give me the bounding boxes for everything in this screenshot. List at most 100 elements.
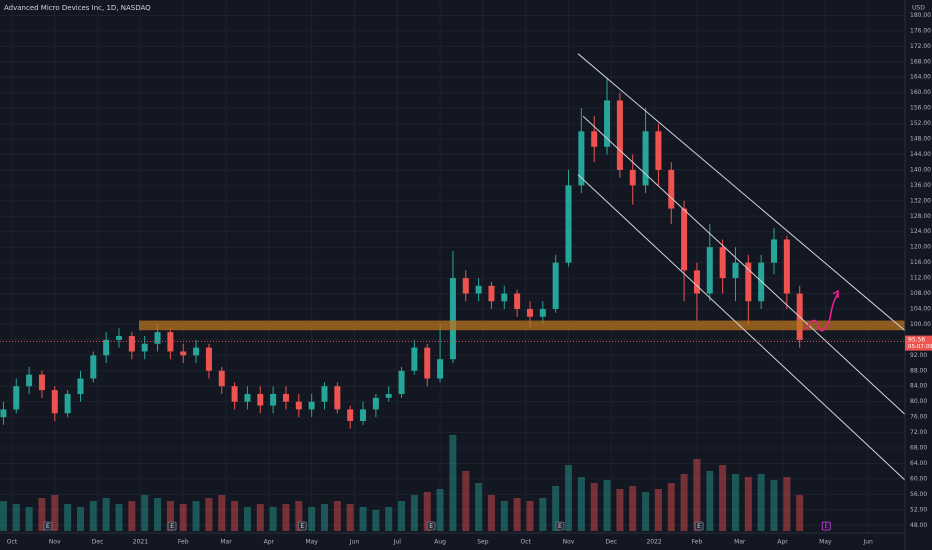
candle-body xyxy=(360,409,367,421)
volume-bar xyxy=(243,507,251,531)
candle-body xyxy=(565,185,572,263)
y-tick-label: 60.00 xyxy=(910,475,927,482)
volume-bar xyxy=(398,501,406,531)
x-tick-label: Feb xyxy=(178,539,189,546)
channel-line xyxy=(577,174,906,481)
x-tick-label: Dec xyxy=(92,539,104,546)
earnings-label: E xyxy=(558,523,562,530)
x-tick-label: Feb xyxy=(692,539,703,546)
candle-body xyxy=(77,378,84,394)
candle-body xyxy=(26,374,33,387)
volume-bar xyxy=(166,501,174,531)
earnings-marker xyxy=(297,521,307,531)
candle-body xyxy=(205,347,212,371)
volume-bar xyxy=(680,474,688,531)
volume-bar xyxy=(590,483,598,531)
earnings-label: E xyxy=(697,523,701,530)
y-tick-label: 168.00 xyxy=(910,58,931,65)
y-tick-label: 100.00 xyxy=(910,321,931,328)
candle-body xyxy=(295,401,302,410)
candle-body xyxy=(745,262,752,302)
last-price-label: 95.56 xyxy=(908,337,925,344)
x-tick-label: 2021 xyxy=(133,539,148,546)
candle-body xyxy=(732,262,739,279)
candle-body xyxy=(655,131,662,170)
volume-bar xyxy=(565,465,573,531)
candle-body xyxy=(334,386,341,410)
candle-body xyxy=(462,278,469,294)
volume-bar xyxy=(141,495,149,531)
x-tick-label: Mar xyxy=(220,539,232,546)
candle-body xyxy=(321,386,328,402)
earnings-label: E xyxy=(170,523,174,530)
volume-bar xyxy=(205,498,213,531)
y-tick-label: 160.00 xyxy=(910,89,931,96)
volume-bar xyxy=(256,504,264,531)
projection-arrow xyxy=(832,289,839,298)
candle-body xyxy=(218,370,225,387)
y-tick-label: 68.00 xyxy=(910,445,927,452)
earnings-marker xyxy=(821,521,831,531)
y-tick-label: 52.00 xyxy=(910,506,927,513)
candle-body xyxy=(642,131,649,186)
x-tick-label: Mar xyxy=(734,539,746,546)
candle-body xyxy=(424,347,431,379)
y-tick-label: 148.00 xyxy=(910,136,931,143)
candle-body xyxy=(783,239,790,294)
candle-body xyxy=(591,131,598,147)
channel-line xyxy=(577,53,906,331)
volume-bar xyxy=(783,477,791,531)
volume-bar xyxy=(603,480,611,531)
volume-bar xyxy=(154,498,162,531)
volume-bar xyxy=(436,489,444,531)
earnings-label: E xyxy=(300,523,304,530)
candle-body xyxy=(501,293,508,302)
candle-body xyxy=(0,409,7,418)
candle-body xyxy=(231,386,238,402)
volume-bar xyxy=(192,501,200,531)
volume-bar xyxy=(526,501,534,531)
candle-body xyxy=(116,336,123,340)
volume-bar xyxy=(770,480,778,531)
candle-body xyxy=(693,270,700,294)
earnings-marker xyxy=(426,521,436,531)
volume-bar xyxy=(719,465,727,531)
candle-body xyxy=(154,332,161,344)
x-tick-label: Apr xyxy=(777,539,788,546)
candle-body xyxy=(308,401,315,410)
x-tick-label: Jun xyxy=(349,539,360,546)
candle-body xyxy=(706,247,713,294)
support-zone xyxy=(139,320,905,331)
volume-bar xyxy=(475,483,483,531)
y-tick-label: 124.00 xyxy=(910,228,931,235)
volume-bar xyxy=(423,492,431,531)
volume-bar xyxy=(449,435,457,531)
volume-bar xyxy=(487,495,495,531)
volume-bar xyxy=(359,507,367,531)
candle-body xyxy=(244,393,251,402)
candle-body xyxy=(128,336,135,352)
currency: USD xyxy=(912,5,925,12)
volume-bar xyxy=(308,507,316,531)
earnings-label: E xyxy=(824,523,828,530)
candle-body xyxy=(270,393,277,406)
candle-body xyxy=(141,343,148,352)
candle-body xyxy=(51,390,58,414)
volume-bar xyxy=(295,501,303,531)
volume-bar xyxy=(282,504,290,531)
volume-bar xyxy=(500,501,508,531)
candle-body xyxy=(38,374,45,391)
y-tick-label: 136.00 xyxy=(910,182,931,189)
volume-bar xyxy=(731,474,739,531)
volume-bar xyxy=(796,495,804,531)
volume-bar xyxy=(64,504,72,531)
y-tick-label: 156.00 xyxy=(910,105,931,112)
volume-bar xyxy=(179,504,187,531)
volume-bar xyxy=(706,471,714,531)
volume-bar xyxy=(654,489,662,531)
y-tick-label: 64.00 xyxy=(910,460,927,467)
candle-body xyxy=(758,262,765,302)
chart-title: Advanced Micro Devices Inc, 1D, NASDAQ xyxy=(4,4,151,12)
y-tick-label: 128.00 xyxy=(910,213,931,220)
volume-bar xyxy=(744,477,752,531)
